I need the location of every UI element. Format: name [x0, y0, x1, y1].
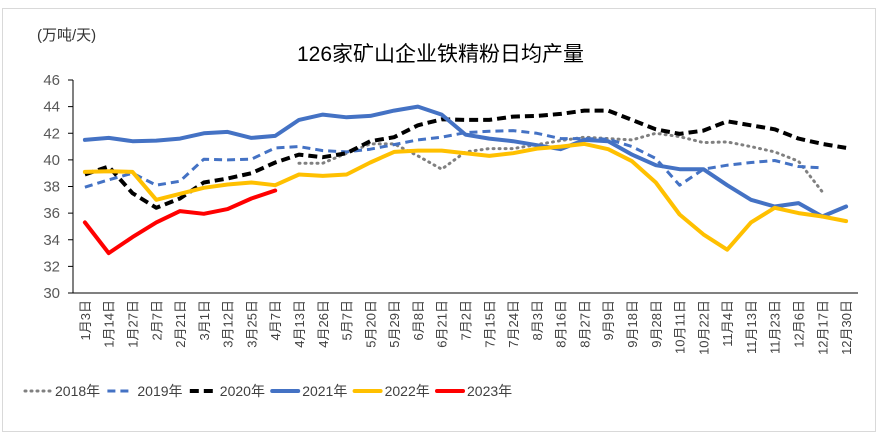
x-tick-label: 5月20日	[363, 300, 378, 348]
x-tick-label: 6月8日	[411, 300, 426, 340]
y-tick-label: 36	[43, 205, 60, 222]
x-tick-label: 3月12日	[221, 300, 236, 348]
x-tick-label: 7月2日	[459, 300, 474, 340]
series-line-2021年	[82, 104, 849, 219]
x-tick-label: 7月15日	[482, 300, 497, 348]
x-tick-label: 10月22日	[696, 300, 711, 355]
y-tick-label: 38	[43, 179, 60, 196]
x-tick-label: 11月23日	[768, 300, 783, 354]
x-tick-label: 1月27日	[125, 300, 140, 348]
y-axis-unit-label: (万吨/天)	[37, 27, 97, 44]
legend-label: 2020年	[220, 383, 265, 399]
x-tick-label: 12月6日	[792, 300, 807, 348]
x-tick-label: 8月16日	[554, 300, 569, 348]
x-tick-label: 3月25日	[244, 300, 259, 348]
series-line-2023年	[82, 188, 278, 256]
series-line-2019年	[84, 129, 823, 189]
y-tick-label: 42	[43, 125, 60, 142]
x-tick-label: 12月17日	[815, 300, 830, 355]
x-tick-label: 2月7日	[149, 300, 164, 340]
x-tick-label: 7月24日	[506, 300, 521, 348]
x-tick-label: 9月18日	[625, 300, 640, 348]
y-tick-label: 40	[43, 152, 60, 169]
legend-label: 2021年	[302, 383, 347, 399]
y-tick-label: 30	[43, 285, 60, 302]
y-tick-label: 46	[43, 72, 60, 89]
legend-label: 2022年	[385, 383, 430, 399]
series-line-2022年	[82, 141, 849, 252]
x-tick-label: 5月29日	[387, 300, 402, 348]
x-tick-label: 2月21日	[173, 300, 188, 348]
x-tick-label: 3月1日	[197, 300, 212, 340]
legend-label: 2019年	[137, 383, 182, 399]
x-tick-label: 8月3日	[530, 300, 545, 340]
x-tick-label: 9月28日	[649, 300, 664, 348]
series-line-2018年	[297, 131, 824, 194]
x-tick-label: 9月9日	[601, 300, 616, 340]
chart-title: 126家矿山企业铁精粉日均产量	[296, 43, 585, 66]
x-tick-label: 1月14日	[102, 300, 117, 348]
x-tick-label: 4月7日	[268, 300, 283, 340]
x-tick-label: 8月27日	[577, 300, 592, 348]
x-tick-label: 11月4日	[720, 300, 735, 347]
x-tick-label: 1月3日	[78, 300, 93, 340]
x-tick-label: 11月13日	[744, 300, 759, 354]
x-tick-label: 5月7日	[340, 300, 355, 340]
x-tick-label: 4月13日	[292, 300, 307, 348]
x-tick-label: 4月26日	[316, 300, 331, 348]
y-tick-label: 32	[43, 258, 60, 275]
y-tick-label: 34	[43, 232, 60, 249]
chart-frame	[2, 8, 876, 432]
x-tick-label: 6月21日	[435, 300, 450, 348]
legend-label: 2018年	[55, 383, 100, 399]
series-line-2020年	[84, 108, 847, 210]
y-tick-label: 44	[43, 99, 60, 116]
legend-label: 2023年	[467, 383, 512, 399]
x-tick-label: 12月30日	[839, 300, 854, 355]
x-tick-label: 10月11日	[673, 300, 688, 354]
